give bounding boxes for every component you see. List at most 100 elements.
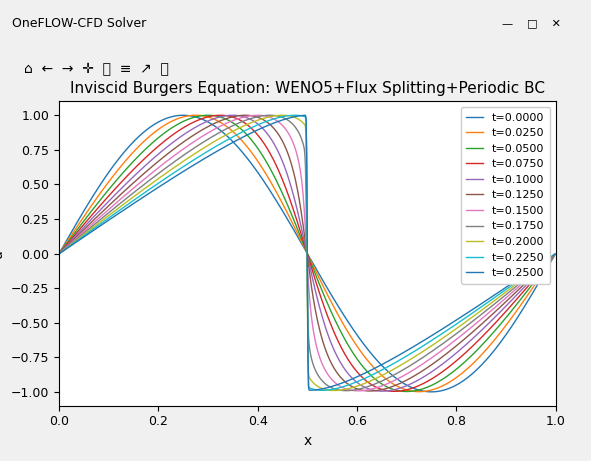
t=0.1250 (344, 381, 351, 387)
t=0.2250 (358, 377, 365, 383)
t=0.1750 (56, 251, 63, 256)
t=0.1500 (433, 352, 440, 357)
t=0.1500 (483, 311, 491, 317)
t=0.0000 (86, 199, 93, 204)
t=0.2000 (551, 251, 558, 257)
t=0.1750 (358, 386, 365, 391)
t=0.0750 (372, 384, 379, 390)
t=0.2500 (373, 365, 380, 370)
Line: t=0.2250: t=0.2250 (59, 115, 555, 390)
Line: t=0.0000: t=0.0000 (59, 115, 555, 392)
t=0.0500 (433, 380, 440, 386)
t=0.0500 (551, 252, 558, 257)
Title: Inviscid Burgers Equation: WENO5+Flux Splitting+Periodic BC: Inviscid Burgers Equation: WENO5+Flux Sp… (70, 81, 545, 96)
t=0.1000 (551, 252, 558, 257)
t=0.0250 (415, 389, 423, 395)
t=0.2500 (307, 387, 314, 393)
t=0.2250 (551, 251, 558, 257)
t=0.2250 (373, 370, 380, 376)
t=0.0250 (357, 349, 364, 354)
t=0.0500 (204, 112, 212, 118)
t=0.1500 (358, 388, 365, 394)
t=0.0750 (56, 251, 63, 256)
t=0.0250 (192, 112, 199, 118)
t=0.1750 (483, 307, 491, 313)
t=0.2250 (291, 112, 298, 118)
t=0.1250 (366, 388, 374, 394)
t=0.2250 (433, 335, 440, 340)
t=0.0500 (357, 361, 364, 366)
t=0.2250 (345, 382, 352, 388)
t=0.1000 (483, 322, 491, 327)
t=0.0000 (483, 356, 491, 361)
t=0.0750 (344, 356, 351, 361)
t=0.0750 (217, 112, 224, 118)
t=0.2000 (358, 382, 365, 387)
t=0.2250 (483, 300, 491, 306)
t=0.0500 (483, 337, 491, 342)
t=0.1500 (344, 387, 351, 392)
t=0.2500 (358, 372, 365, 378)
t=0.0000 (344, 319, 351, 324)
t=0.1000 (56, 251, 63, 256)
t=0.1750 (345, 388, 352, 393)
t=0.2000 (345, 386, 352, 391)
t=0.0250 (551, 252, 558, 257)
t=0.0000 (372, 356, 379, 361)
t=0.0250 (344, 329, 351, 334)
t=0.1500 (86, 224, 93, 229)
t=0.2500 (345, 378, 352, 384)
t=0.0750 (433, 373, 440, 378)
t=0.0250 (372, 366, 379, 372)
t=0.1000 (379, 389, 386, 394)
t=0.0750 (483, 329, 491, 334)
Line: t=0.0750: t=0.0750 (59, 115, 555, 391)
Text: ⌂  ←  →  ✛  🔍  ≡  ↗  💾: ⌂ ← → ✛ 🔍 ≡ ↗ 💾 (24, 62, 168, 76)
t=0.1000 (357, 382, 364, 388)
t=0.0000 (428, 389, 435, 395)
t=0.1750 (551, 252, 558, 257)
t=0.2000 (279, 112, 286, 118)
t=0.1500 (373, 385, 380, 390)
Line: t=0.0250: t=0.0250 (59, 115, 555, 392)
t=0.1000 (229, 112, 236, 118)
t=0.2000 (330, 388, 337, 393)
t=0.1500 (56, 251, 63, 256)
t=0.1000 (344, 370, 351, 376)
t=0.1250 (433, 359, 440, 364)
t=0.2500 (483, 297, 491, 302)
t=0.2500 (433, 330, 440, 336)
t=0.1500 (551, 252, 558, 257)
Text: OneFLOW-CFD Solver: OneFLOW-CFD Solver (12, 17, 146, 30)
t=0.1000 (86, 219, 93, 224)
t=0.1750 (86, 226, 93, 231)
t=0.0000 (180, 112, 187, 118)
Line: t=0.1000: t=0.1000 (59, 115, 555, 391)
t=0.0000 (56, 251, 63, 256)
t=0.1250 (551, 252, 558, 257)
t=0.0500 (403, 389, 410, 394)
t=0.0750 (86, 215, 93, 220)
t=0.2000 (433, 340, 440, 345)
t=0.2500 (302, 112, 309, 118)
t=0.0250 (56, 251, 63, 256)
t=0.1750 (433, 345, 440, 351)
t=0.2250 (319, 388, 326, 393)
t=0.1000 (372, 388, 379, 393)
t=0.1250 (56, 251, 63, 256)
t=0.2250 (56, 251, 63, 256)
Text: —    □    ✕: — □ ✕ (502, 18, 561, 28)
t=0.0500 (344, 342, 351, 347)
t=0.2500 (56, 251, 63, 256)
t=0.2500 (551, 251, 558, 257)
t=0.1750 (342, 388, 349, 393)
Line: t=0.2500: t=0.2500 (59, 115, 555, 390)
t=0.1250 (483, 316, 491, 322)
t=0.1000 (433, 366, 440, 371)
t=0.1500 (355, 388, 362, 394)
t=0.0500 (56, 251, 63, 256)
Line: t=0.1750: t=0.1750 (59, 115, 555, 390)
t=0.2000 (373, 376, 380, 381)
t=0.1250 (86, 221, 93, 227)
t=0.0750 (357, 373, 364, 378)
